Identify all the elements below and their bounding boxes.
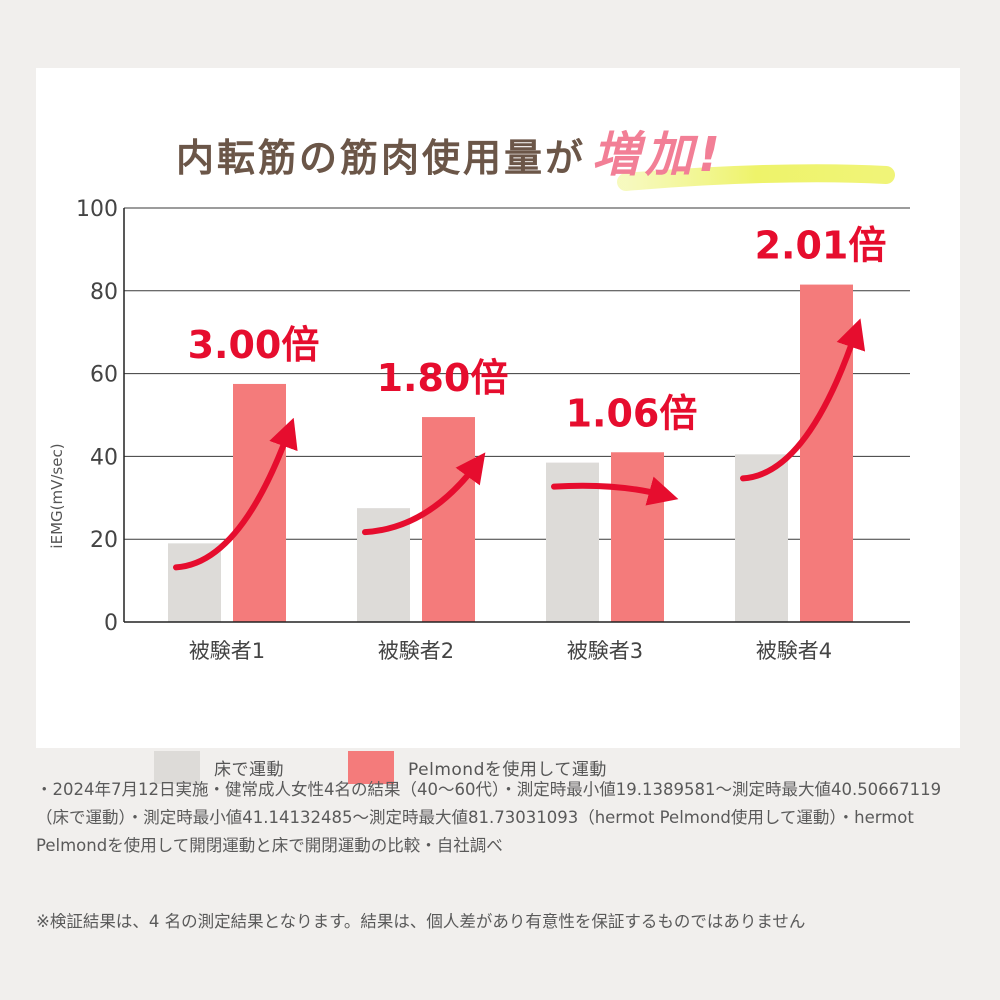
title-highlight-stroke [617, 164, 895, 191]
x-axis-labels: 被験者1 被験者2 被験者3 被験者4 [189, 639, 832, 663]
legend-swatch-floor [154, 751, 200, 784]
legend-swatch-pelmond [348, 751, 394, 784]
y-axis-label: iEMG(mV/sec) [48, 443, 66, 548]
ratio-label-1: 3.00倍 [188, 323, 320, 367]
legend-label-pelmond: Pelmondを使用して運動 [408, 760, 607, 780]
footnotes: ・2024年7月12日実施・健常成人女性4名の結果（40〜60代）・測定時最小値… [36, 776, 964, 860]
bar-pelmond-4 [800, 284, 853, 622]
legend-item-floor: 床で運動 [154, 751, 284, 784]
y-tick-label: 20 [90, 528, 118, 553]
ratio-label-3: 1.06倍 [566, 391, 698, 435]
chart-title-main: 内転筋の筋肉使用量が [176, 136, 586, 180]
y-tick-label: 40 [90, 445, 118, 470]
disclaimer: ※検証結果は、4 名の測定結果となります。結果は、個人差があり有意性を保証するも… [36, 912, 806, 931]
x-tick-label: 被験者1 [189, 639, 265, 663]
trend-arrow-4 [740, 318, 866, 482]
y-tick-label: 0 [104, 611, 118, 636]
chart-title-highlight: 増加! [592, 127, 725, 183]
bar-pelmond-3 [611, 452, 664, 622]
trend-arrow-3 [551, 476, 679, 506]
ratio-label-4: 2.01倍 [755, 224, 887, 268]
y-axis-ticks: 0 20 40 60 80 100 [76, 197, 118, 636]
x-tick-label: 被験者2 [378, 639, 454, 663]
legend-item-pelmond: Pelmondを使用して運動 [348, 751, 607, 784]
legend-label-floor: 床で運動 [214, 760, 284, 780]
y-tick-label: 80 [90, 280, 118, 305]
trend-arrow-2 [362, 452, 486, 536]
x-tick-label: 被験者3 [567, 639, 643, 663]
y-tick-label: 60 [90, 363, 118, 388]
trend-arrows [173, 318, 866, 571]
ratio-annotations: 3.00倍 1.80倍 1.06倍 2.01倍 [188, 224, 887, 436]
bar-floor-4 [735, 454, 788, 622]
bar-pelmond-1 [233, 383, 286, 622]
footnote-text: ・2024年7月12日実施・健常成人女性4名の結果（40〜60代）・測定時最小値… [36, 780, 942, 855]
y-tick-label: 100 [76, 197, 118, 222]
bar-pelmond-2 [422, 417, 475, 622]
x-tick-label: 被験者4 [756, 639, 832, 663]
chart-title: 内転筋の筋肉使用量が 増加! [176, 127, 725, 183]
bar-chart: 内転筋の筋肉使用量が 増加! 0 20 40 60 80 100 3.00倍 1.80倍 1.0… [48, 127, 910, 663]
ratio-label-2: 1.80倍 [377, 356, 509, 400]
chart-panel: 内転筋の筋肉使用量が 増加! 0 20 40 60 80 100 3.00倍 1.80倍 1.0… [36, 68, 960, 784]
trend-arrow-1 [173, 417, 298, 571]
